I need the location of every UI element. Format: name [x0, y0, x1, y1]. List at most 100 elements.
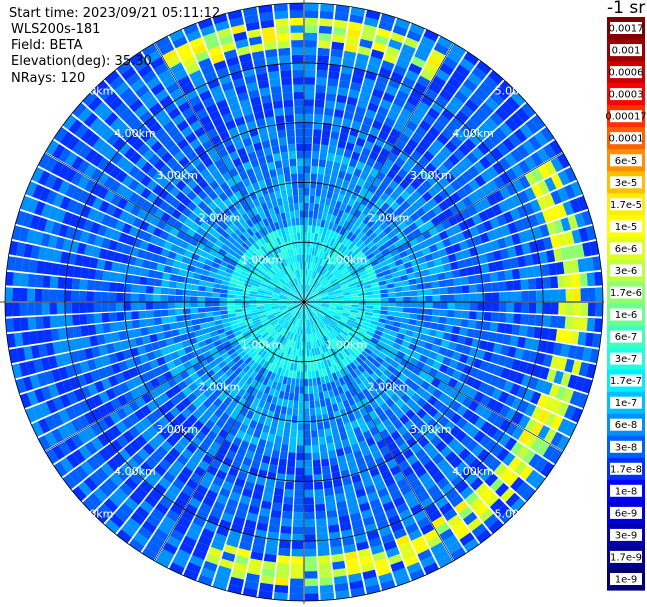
range-gate-cell [329, 340, 337, 348]
range-gate-cell [235, 347, 244, 355]
range-gate-cell [449, 96, 464, 110]
range-gate-cell [332, 478, 343, 488]
range-gate-cell [305, 284, 308, 292]
range-gate-cell [398, 328, 407, 335]
range-gate-cell [108, 312, 117, 322]
range-gate-cell [326, 190, 334, 199]
range-gate-cell [181, 448, 193, 460]
range-gate-cell [345, 346, 354, 354]
range-gate-cell [438, 392, 449, 404]
range-gate-cell [27, 198, 39, 214]
range-gate-cell [155, 502, 169, 516]
range-gate-cell [5, 302, 13, 317]
range-gate-cell [308, 341, 312, 350]
range-gate-cell [406, 138, 419, 150]
range-gate-cell [148, 438, 161, 451]
range-gate-cell [242, 292, 250, 297]
polar-grid [0, 0, 604, 604]
range-gate-cell [272, 183, 280, 192]
range-gate-cell [228, 260, 238, 267]
range-gate-cell [282, 287, 290, 293]
range-gate-cell [144, 96, 159, 110]
range-gate-cell [305, 304, 311, 311]
range-gate-cell [158, 404, 170, 416]
range-gate-cell [335, 417, 344, 427]
range-gate-cell [274, 341, 281, 350]
range-gate-cell [390, 430, 401, 441]
range-gate-cell [128, 426, 141, 439]
range-gate-cell [348, 572, 363, 583]
range-gate-cell [420, 522, 435, 536]
ring-label: 5.00km [72, 507, 114, 520]
range-gate-cell [320, 329, 326, 337]
range-gate-cell [352, 236, 361, 245]
range-gate-cell [223, 49, 238, 60]
range-gate-cell [183, 283, 192, 290]
range-gate-cell [59, 131, 74, 147]
range-gate-cell [29, 374, 41, 389]
range-gate-cell [327, 263, 334, 271]
range-gate-cell [161, 280, 170, 288]
range-gate-cell [357, 310, 366, 315]
range-gate-cell [387, 287, 396, 293]
range-gate-cell [165, 205, 176, 216]
range-gate-cell [360, 562, 375, 573]
range-gate-cell [334, 346, 341, 355]
range-gate-cell [197, 256, 207, 264]
range-gate-cell [44, 415, 57, 431]
range-gate-cell [477, 448, 490, 462]
azimuth-spoke [44, 301, 305, 452]
range-gate-cell [557, 153, 570, 169]
range-gate-cell [87, 383, 99, 396]
range-gate-cell [116, 292, 124, 302]
range-gate-cell [304, 99, 314, 107]
range-gate-cell [365, 109, 377, 120]
range-gate-cell [309, 408, 316, 416]
range-gate-cell [306, 302, 315, 305]
range-gate-cell [206, 128, 219, 139]
range-gate-cell [342, 366, 350, 375]
range-gate-cell [302, 334, 304, 342]
range-gate-cell [264, 300, 272, 302]
range-gate-cell [85, 397, 97, 411]
range-gate-cell [484, 117, 499, 131]
range-gate-cell [123, 293, 131, 302]
range-gate-cell [121, 369, 132, 381]
range-gate-cell [153, 278, 163, 287]
range-gate-cell [333, 26, 347, 36]
range-gate-cell [228, 313, 236, 318]
range-gate-cell [328, 297, 337, 300]
range-gate-cell [361, 197, 370, 207]
range-gate-cell [325, 100, 336, 109]
range-gate-cell [507, 346, 517, 358]
range-gate-cell [312, 291, 319, 297]
range-gate-cell [159, 363, 170, 374]
range-gate-cell [65, 183, 77, 198]
range-gate-cell [275, 213, 282, 222]
range-gate-cell [287, 331, 293, 340]
range-gate-cell [72, 314, 81, 326]
range-gate-cell [196, 368, 206, 378]
range-gate-cell [27, 316, 36, 331]
range-gate-cell [297, 430, 304, 439]
range-gate-cell [345, 452, 355, 462]
range-gate-cell [557, 435, 570, 451]
range-gate-cell [45, 248, 55, 262]
range-gate-cell [324, 335, 330, 343]
range-gate-cell [291, 255, 296, 264]
range-gate-cell [358, 221, 367, 231]
range-gate-cell [313, 129, 322, 138]
range-gate-cell [258, 220, 266, 229]
range-gate-cell [558, 289, 566, 302]
range-gate-cell [291, 333, 296, 341]
range-gate-cell [176, 119, 189, 132]
range-gate-cell [330, 319, 338, 326]
range-gate-cell [223, 387, 232, 397]
range-gate-cell [518, 175, 531, 190]
range-gate-cell [250, 268, 258, 275]
range-gate-cell [292, 526, 304, 535]
range-gate-cell [252, 490, 263, 501]
range-gate-cell [410, 382, 420, 392]
range-gate-cell [403, 296, 411, 302]
range-gate-cell [417, 296, 426, 302]
